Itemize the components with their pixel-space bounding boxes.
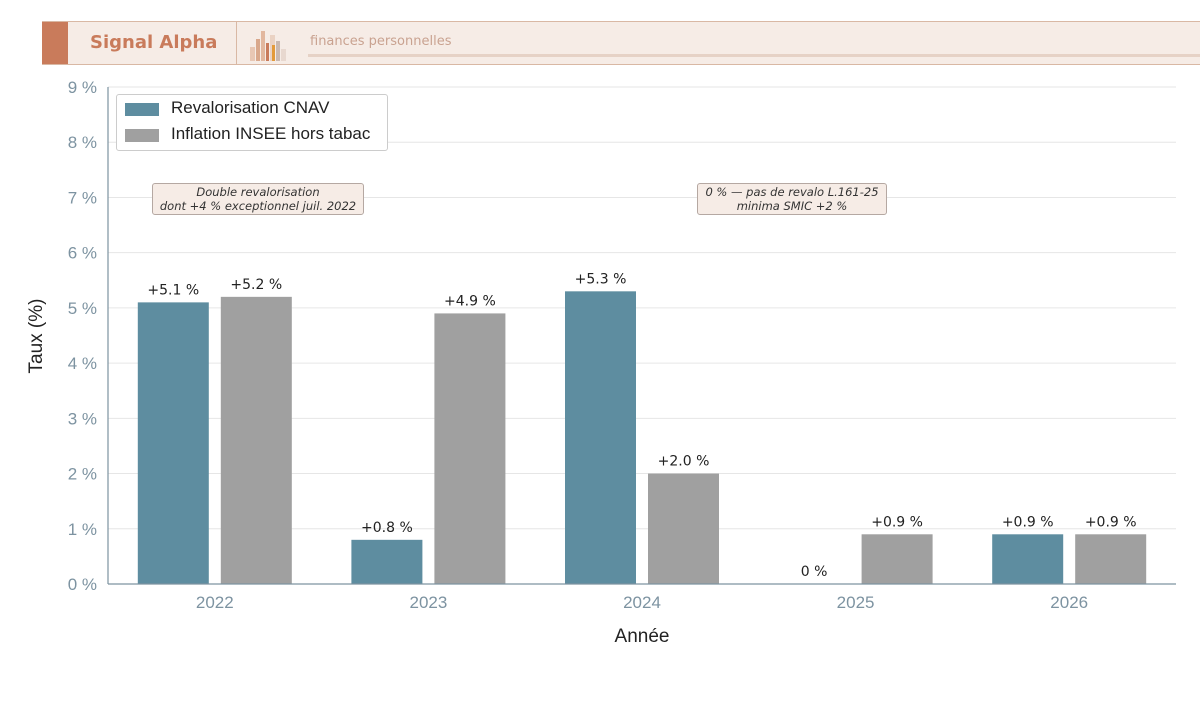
annotation-2025: 0 % — pas de revalo L.161-25 minima SMIC… — [697, 183, 887, 215]
legend-swatch-insee — [125, 129, 159, 142]
bar-label-cnav-2022: +5.1 % — [147, 282, 199, 298]
x-tick-label: 2023 — [409, 593, 447, 612]
bar-label-cnav-2024: +5.3 % — [575, 271, 627, 287]
y-tick-label: 7 % — [68, 188, 97, 207]
y-tick-label: 8 % — [68, 133, 97, 152]
x-tick-label: 2024 — [623, 593, 661, 612]
bar-cnav-2026 — [992, 534, 1064, 584]
brand-accent-block — [42, 22, 68, 64]
city-skyline-logo-icon — [250, 31, 286, 61]
bar-insee-2026 — [1075, 534, 1147, 584]
bar-value-labels: +5.1 % +5.2 % +0.8 % +4.9 % +5.3 % +2.0 % 0 % +… — [147, 271, 1136, 580]
brand-name: Signal Alpha — [90, 32, 218, 53]
bar-cnav-2022 — [137, 302, 209, 584]
x-tick-labels: 2022 2023 2024 2025 2026 — [196, 593, 1088, 612]
y-tick-labels: 0 % 1 % 2 % 3 % 4 % 5 % 6 % 7 % 8 % 9 % — [68, 78, 97, 594]
chart-legend: Revalorisation CNAV Inflation INSEE hors… — [116, 94, 388, 151]
annotation-2022-line-2: dont +4 % exceptionnel juil. 2022 — [159, 199, 357, 213]
y-tick-label: 6 % — [68, 244, 97, 263]
legend-swatch-cnav — [125, 103, 159, 116]
y-tick-label: 1 % — [68, 520, 97, 539]
legend-label-insee: Inflation INSEE hors tabac — [171, 124, 371, 143]
bar-insee-2022 — [220, 296, 292, 584]
annotation-2025-line-1: 0 % — pas de revalo L.161-25 — [705, 185, 879, 199]
bar-label-insee-2023: +4.9 % — [444, 293, 496, 309]
x-axis-label: Année — [615, 626, 670, 647]
x-tick-label: 2026 — [1050, 593, 1088, 612]
bar-insee-2023 — [434, 313, 506, 584]
annotation-2022: Double revalorisation dont +4 % exceptio… — [152, 183, 364, 215]
bar-label-cnav-2025: 0 % — [801, 564, 828, 580]
y-tick-label: 3 % — [68, 409, 97, 428]
y-tick-label: 2 % — [68, 465, 97, 484]
tagline: finances personnelles — [310, 34, 452, 49]
bar-label-insee-2026: +0.9 % — [1085, 514, 1137, 530]
bar-cnav-2023 — [351, 539, 423, 584]
bar-label-cnav-2026: +0.9 % — [1002, 514, 1054, 530]
bar-cnav-2024 — [565, 291, 636, 584]
legend-label-cnav: Revalorisation CNAV — [171, 98, 330, 117]
annotation-2022-line-1: Double revalorisation — [196, 185, 320, 199]
y-tick-label: 5 % — [68, 299, 97, 318]
bar-label-insee-2022: +5.2 % — [230, 277, 282, 293]
bar-label-insee-2024: +2.0 % — [658, 454, 710, 470]
x-tick-label: 2022 — [196, 593, 234, 612]
brand-separator — [236, 22, 237, 64]
bar-insee-2025 — [861, 534, 933, 584]
bar-insee-2024 — [648, 473, 719, 584]
annotation-2025-line-2: minima SMIC +2 % — [736, 199, 848, 213]
header-banner: Signal Alpha finances personnelles — [42, 21, 1200, 65]
bars — [137, 291, 1147, 584]
y-tick-label: 9 % — [68, 78, 97, 97]
tagline-underline — [308, 54, 1200, 57]
y-tick-label: 0 % — [68, 575, 97, 594]
bar-label-cnav-2023: +0.8 % — [361, 520, 413, 536]
y-axis-label: Taux (%) — [26, 299, 47, 374]
x-tick-label: 2025 — [837, 593, 875, 612]
y-tick-label: 4 % — [68, 354, 97, 373]
bar-label-insee-2025: +0.9 % — [871, 514, 923, 530]
